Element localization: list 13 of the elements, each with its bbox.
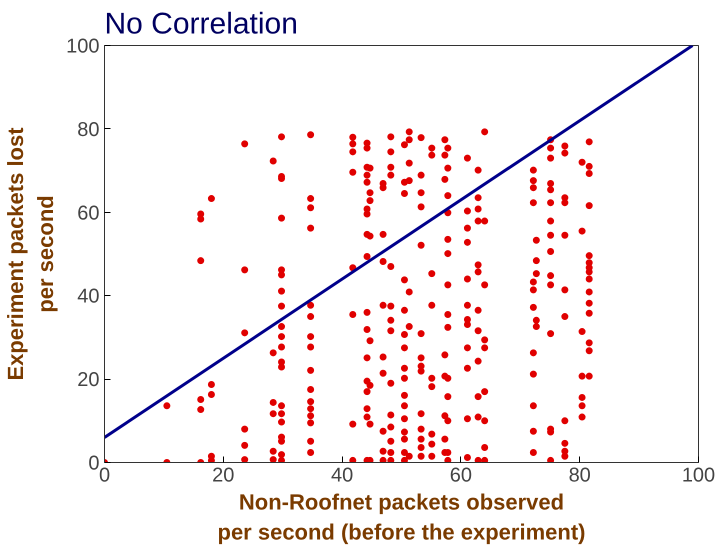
x-tick-label: 20 [212,464,234,486]
y-tick-label: 40 [77,286,100,308]
y-tick-label: 80 [77,118,100,141]
x-tick-label: 60 [450,464,472,486]
chart-title: No Correlation [104,8,298,40]
x-axis-title: Non-Roofnet packets observed per second (before the experiment) [218,490,586,544]
y-axis-title: Experiment packets lost per second [3,126,58,381]
y-tick-label: 60 [77,202,100,224]
x-tick-label: 80 [568,464,591,486]
y-tick-label: 100 [66,36,100,58]
x-tick-label: 40 [330,464,354,486]
x-tick-label: 100 [682,464,716,486]
y-tick-label: 20 [77,369,100,392]
